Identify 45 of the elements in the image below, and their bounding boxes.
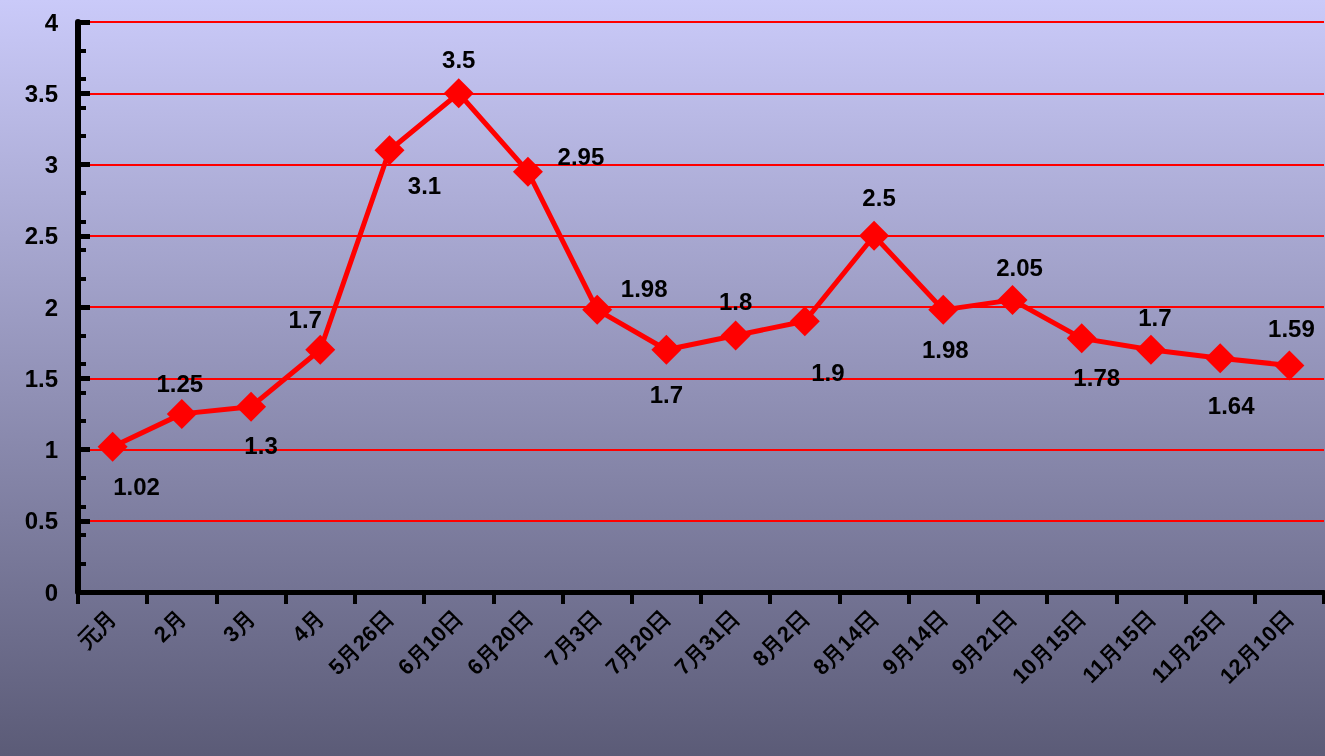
y-tick-label: 1.5 xyxy=(24,364,58,392)
point xyxy=(374,135,405,166)
data-label: 2.05 xyxy=(996,254,1043,282)
data-label: 2.5 xyxy=(862,184,896,212)
point xyxy=(1274,350,1305,381)
data-label: 1.64 xyxy=(1207,391,1256,419)
point xyxy=(997,284,1028,315)
point xyxy=(1205,343,1236,374)
x-tick-label: 6月20日 xyxy=(462,605,537,680)
point xyxy=(166,398,197,429)
y-tick-label: 3.5 xyxy=(24,79,58,107)
data-label: 1.98 xyxy=(620,275,668,303)
y-tick-label: 4 xyxy=(44,8,59,36)
data-label: 3.1 xyxy=(407,171,442,199)
y-tick-label: 0 xyxy=(44,578,58,606)
point xyxy=(1066,323,1097,354)
point xyxy=(236,391,267,422)
x-tick-label: 8月2日 xyxy=(747,605,814,672)
y-tick-label: 3 xyxy=(44,151,58,178)
point xyxy=(859,220,890,251)
data-label: 1.7 xyxy=(649,381,684,409)
data-label: 1.02 xyxy=(113,473,160,501)
point xyxy=(651,334,682,365)
data-label: 1.98 xyxy=(921,336,969,364)
point xyxy=(512,156,543,187)
data-label: 1.7 xyxy=(1138,304,1172,332)
data-label: 3.5 xyxy=(442,45,476,73)
point xyxy=(720,320,751,351)
point xyxy=(305,334,336,365)
x-tick-label: 3月 xyxy=(218,605,260,648)
y-tick-label: 2.5 xyxy=(24,222,58,250)
x-tick-label: 元月 xyxy=(71,605,122,655)
x-tick-label: 2月 xyxy=(148,605,191,648)
y-tick-label: 0.5 xyxy=(24,507,58,535)
point xyxy=(1135,334,1166,365)
point xyxy=(789,306,820,337)
data-label: 1.59 xyxy=(1268,314,1315,342)
point xyxy=(582,294,613,325)
y-tick-label: 2 xyxy=(44,293,58,321)
y-tick-label: 1 xyxy=(44,436,58,463)
data-label: 2.95 xyxy=(557,143,605,171)
point xyxy=(443,78,474,109)
point xyxy=(97,431,128,462)
point xyxy=(928,294,959,325)
data-label: 1.7 xyxy=(288,306,322,334)
